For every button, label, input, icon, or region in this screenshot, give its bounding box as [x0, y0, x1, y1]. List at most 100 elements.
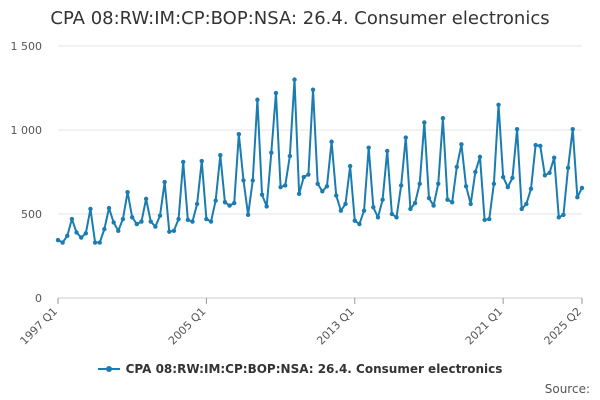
series-line: [57, 78, 583, 244]
data-point: [157, 213, 163, 218]
data-point: [74, 230, 79, 235]
y-tick-label: 0: [35, 292, 42, 305]
data-point: [459, 142, 464, 147]
data-point: [473, 169, 478, 175]
y-tick-label: 1 000: [11, 124, 43, 137]
axes: [57, 298, 583, 304]
data-point: [445, 197, 450, 202]
data-point: [296, 191, 302, 197]
data-point: [78, 235, 84, 240]
data-point: [547, 170, 552, 176]
data-point: [176, 216, 181, 222]
data-point: [510, 175, 515, 181]
data-point: [389, 211, 395, 217]
data-point: [269, 150, 274, 155]
data-point: [255, 97, 260, 102]
x-tick-label: 1997 Q1: [18, 305, 61, 348]
data-point: [375, 215, 381, 220]
x-tick-labels: 1997 Q1 2005 Q1 2013 Q1 2021 Q1 2025 Q2: [18, 305, 585, 348]
data-point: [524, 201, 529, 207]
data-point: [477, 154, 483, 160]
chart-title: CPA 08:RW:IM:CP:BOP:NSA: 26.4. Consumer …: [50, 8, 550, 29]
data-point: [278, 184, 283, 190]
x-tick-label: 2013 Q1: [314, 305, 357, 348]
data-point: [199, 158, 204, 164]
data-point: [320, 189, 325, 194]
data-point: [361, 208, 367, 213]
data-point: [431, 203, 436, 208]
grid-lines: [58, 45, 582, 299]
data-point: [343, 201, 348, 207]
data-point: [190, 219, 195, 224]
data-point: [116, 228, 121, 233]
data-point: [106, 205, 112, 211]
data-point: [273, 90, 279, 96]
data-point: [338, 208, 344, 213]
y-tick-labels: 0 500 1 000 1 500: [11, 40, 43, 305]
data-point: [148, 219, 153, 224]
data-point: [575, 195, 580, 200]
data-point: [69, 216, 75, 222]
data-point: [491, 181, 497, 186]
data-point: [287, 153, 293, 159]
data-point: [417, 181, 422, 186]
data-point: [380, 197, 385, 202]
data-point: [204, 216, 209, 222]
data-point: [227, 203, 232, 208]
data-point: [334, 193, 339, 198]
data-point: [538, 143, 543, 149]
data-point: [422, 120, 427, 125]
source-label: Source:: [544, 382, 590, 396]
data-point: [111, 220, 116, 225]
data-point: [181, 159, 186, 165]
data-point: [394, 215, 399, 220]
data-point: [245, 212, 251, 218]
data-point: [565, 165, 571, 170]
data-point: [306, 172, 311, 177]
data-point: [385, 148, 390, 154]
data-point: [222, 200, 228, 205]
data-point: [292, 77, 297, 82]
data-point: [241, 178, 246, 183]
data-point: [533, 142, 538, 148]
data-point: [487, 216, 492, 222]
data-point: [371, 205, 376, 210]
data-point: [301, 174, 306, 180]
data-point: [528, 186, 534, 191]
data-point: [426, 195, 432, 201]
legend-label: CPA 08:RW:IM:CP:BOP:NSA: 26.4. Consumer …: [125, 362, 503, 376]
data-point: [55, 237, 61, 243]
data-point: [171, 228, 177, 233]
data-point: [551, 155, 557, 160]
data-point: [97, 240, 102, 245]
data-point: [315, 181, 320, 186]
data-point: [65, 233, 70, 239]
y-tick-label: 500: [21, 208, 42, 221]
y-tick-label: 1 500: [11, 40, 43, 53]
data-point: [542, 173, 548, 178]
data-point: [88, 206, 93, 212]
data-point: [120, 216, 126, 222]
data-point: [218, 153, 223, 158]
data-point: [579, 185, 585, 191]
data-point: [403, 135, 408, 140]
data-point: [570, 126, 575, 132]
x-tick-label: 2005 Q1: [166, 305, 209, 348]
data-point: [496, 102, 501, 108]
data-point: [366, 145, 371, 150]
data-point: [398, 183, 404, 188]
data-point: [561, 212, 566, 218]
data-point: [236, 132, 242, 137]
data-point: [250, 178, 255, 183]
data-point: [408, 206, 413, 212]
legend[interactable]: CPA 08:RW:IM:CP:BOP:NSA: 26.4. Consumer …: [0, 362, 600, 376]
data-point: [519, 206, 524, 212]
data-point: [454, 164, 459, 170]
data-point: [514, 126, 520, 132]
data-point: [83, 231, 89, 236]
data-point: [143, 196, 149, 202]
data-point: [194, 201, 200, 207]
data-point: [102, 226, 107, 232]
data-point: [463, 184, 469, 189]
